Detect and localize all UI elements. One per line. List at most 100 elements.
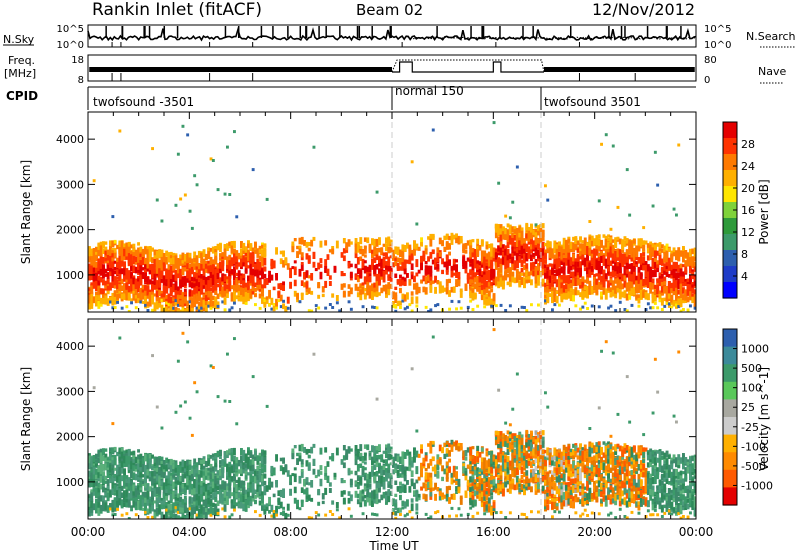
power-cell [504, 215, 507, 218]
nsky-trace [88, 26, 696, 47]
power-cell [327, 254, 330, 260]
power-cell [432, 129, 435, 132]
power-cell [415, 223, 418, 226]
power-cell [429, 239, 432, 247]
power-cell [411, 291, 414, 295]
power-cell [186, 133, 189, 136]
power-cell [418, 270, 421, 274]
power-cell [282, 251, 285, 257]
y-tick-label: 4000 [56, 133, 84, 146]
freq-panel: Freq. [MHz] 18 8 80 0 Nave [4, 54, 786, 86]
power-cell [425, 248, 428, 254]
power-cell [165, 289, 168, 294]
power-cell [465, 285, 468, 291]
power-cell [495, 304, 498, 307]
power-cell [189, 254, 192, 258]
power-cell [472, 239, 475, 242]
power-cell [156, 199, 159, 202]
power-cell [465, 250, 468, 254]
power-cell [343, 291, 346, 298]
power-cell [320, 258, 323, 263]
power-cell [404, 263, 407, 269]
power-cell [481, 241, 484, 245]
power-cell [600, 143, 603, 146]
power-cell [605, 133, 608, 136]
power-cell [610, 305, 613, 308]
power-cell [544, 184, 547, 187]
power-cell [235, 215, 238, 218]
power-cell [673, 208, 676, 211]
power-cell [607, 266, 610, 271]
power-cell [322, 294, 325, 297]
power-cell [584, 302, 587, 305]
power-cell [556, 296, 559, 299]
y-tick-label: 1000 [56, 269, 84, 282]
power-cell [254, 303, 257, 306]
power-cell [226, 146, 229, 149]
colorbar-segment [723, 138, 737, 155]
power-cell [242, 274, 245, 278]
power-cell [212, 159, 215, 162]
power-cell [652, 205, 655, 208]
power-cell [252, 276, 255, 283]
power-cell [670, 256, 673, 262]
power-cell [317, 295, 320, 299]
power-cell [263, 274, 266, 279]
power-cell [399, 288, 402, 293]
power-cell [511, 201, 514, 204]
power-cell [434, 287, 437, 294]
power-cell [224, 299, 227, 305]
power-cell [453, 286, 456, 293]
power-cell [642, 252, 645, 256]
power-cell [336, 241, 339, 249]
nsky-tick-top: 10^5 [57, 24, 84, 35]
power-cell [394, 287, 397, 290]
power-cell [366, 237, 369, 243]
colorbar-segment [723, 266, 737, 283]
velocity-cell [116, 508, 119, 511]
power-cell [530, 279, 533, 285]
colorbar-segment [723, 234, 737, 251]
power-cell [460, 236, 463, 243]
power-cell [394, 292, 397, 296]
power-cell [530, 303, 533, 306]
power-cell [111, 215, 114, 218]
colorbar-tick-label: 4 [741, 270, 748, 283]
power-cell [313, 252, 316, 259]
power-cell [626, 168, 629, 171]
power-cell [308, 257, 311, 264]
power-cell [420, 237, 423, 242]
power-cell [350, 288, 353, 295]
power-cell [628, 214, 631, 217]
power-cell [184, 194, 187, 197]
power-cell [259, 280, 262, 285]
freq-block-3 [544, 67, 695, 72]
power-cell [525, 263, 528, 269]
power-cell [516, 263, 519, 268]
power-cell [268, 290, 271, 298]
power-cell [359, 237, 362, 244]
power-cell [348, 300, 351, 303]
colorbar-tick-label: 16 [741, 204, 755, 217]
freq-line-normal [392, 62, 544, 72]
power-cell [364, 260, 367, 263]
power-cell [107, 291, 110, 295]
power-cell [320, 264, 323, 268]
colorbar-segment [723, 170, 737, 187]
cpid-segment-3: twofsound 3501 [544, 95, 641, 109]
power-cell [546, 298, 549, 302]
power-cell [287, 297, 290, 304]
power-cell [429, 285, 432, 290]
power-cell [619, 301, 622, 304]
power-cell [572, 295, 575, 302]
power-cell [231, 306, 234, 309]
power-cell [472, 308, 475, 311]
colorbar-segment [723, 250, 737, 267]
power-cell [263, 244, 266, 248]
power-cell [476, 305, 479, 308]
nave-label: Nave [758, 65, 786, 78]
power-cell [654, 151, 657, 154]
power-cell [294, 269, 297, 275]
power-cell [118, 130, 121, 133]
